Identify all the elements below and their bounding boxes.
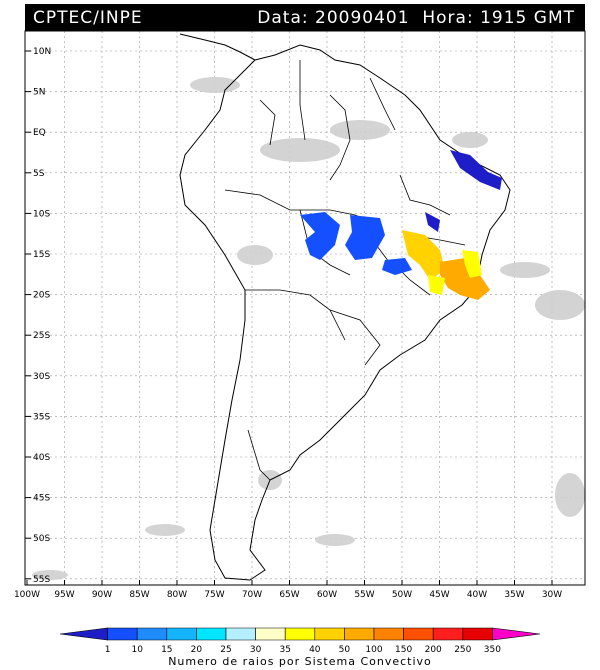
- color-legend: 1 10 15 20 25 30 35 40 50 100 150 200 250 350: [59, 627, 541, 655]
- lightning-system-espirito-santo: [462, 250, 482, 278]
- legend-swatch: [107, 627, 138, 641]
- legend-swatch: [432, 627, 464, 641]
- lat-label: 30S: [33, 372, 50, 382]
- legend-swatch: [255, 627, 286, 641]
- legend-swatch: [344, 627, 375, 641]
- lightning-system-ceara: [450, 150, 502, 190]
- legend-value: 15: [161, 645, 172, 655]
- legend-swatch: [462, 627, 493, 641]
- lightning-system-minas-yellow: [428, 275, 445, 295]
- legend-value: 350: [484, 645, 501, 655]
- lon-label: 55W: [354, 590, 374, 600]
- lat-label: 5N: [33, 88, 45, 98]
- longitude-labels: 100W 95W 90W 85W 80W 75W 70W 65W 60W 55W 50W 45W 40W…: [14, 590, 562, 600]
- lon-label: 95W: [54, 590, 74, 600]
- lightning-system-rondonia: [300, 212, 340, 260]
- lat-label: 55S: [33, 575, 50, 585]
- lightning-system-mato-grosso: [345, 215, 385, 260]
- legend-swatch: [136, 627, 168, 641]
- legend-value: 150: [395, 645, 412, 655]
- legend-caption: Numero de raios por Sistema Convectivo: [168, 655, 432, 668]
- data-label: Data:: [257, 8, 309, 28]
- latitude-labels: 10N 5N EQ 5S 10S 15S 20S 25S 30S 35S 40S 45S 50S 55S: [33, 47, 51, 585]
- lat-label: 40S: [33, 453, 50, 463]
- lat-label: EQ: [33, 128, 46, 138]
- south-america-coastline: [179, 44, 511, 581]
- legend-value: 20: [191, 645, 203, 655]
- lon-label: 35W: [504, 590, 524, 600]
- legend-swatch: [196, 627, 227, 641]
- lon-label: 85W: [129, 590, 149, 600]
- date-value: 20090401: [315, 8, 410, 28]
- legend-swatch: [225, 627, 256, 641]
- lat-lon-grid: [25, 31, 585, 585]
- legend-swatch: [373, 627, 404, 641]
- legend-value: 200: [425, 645, 442, 655]
- lon-label: 60W: [317, 590, 337, 600]
- legend-value: 1: [105, 645, 111, 655]
- lon-label: 80W: [167, 590, 187, 600]
- legend-value: 40: [309, 645, 321, 655]
- map-header: CPTEC/INPE Data: 20090401 Hora: 1915 GMT: [25, 4, 585, 31]
- lon-label: 50W: [392, 590, 412, 600]
- continent-outline: [179, 33, 511, 581]
- central-america-outline: [179, 33, 256, 61]
- lon-label: 75W: [204, 590, 224, 600]
- legend-swatch: [314, 627, 345, 641]
- lat-label: 15S: [33, 250, 50, 260]
- tz-label: GMT: [533, 8, 575, 28]
- lightning-system-minas-dark-orange: [440, 258, 490, 300]
- lightning-system-minas-orange: [402, 230, 445, 280]
- lat-label: 45S: [33, 494, 50, 504]
- legend-value: 35: [279, 645, 290, 655]
- lat-label: 20S: [33, 291, 50, 301]
- lon-label: 45W: [429, 590, 449, 600]
- legend-value: 100: [365, 645, 382, 655]
- legend-value: 25: [220, 645, 231, 655]
- lat-label: 5S: [33, 169, 45, 179]
- lon-label: 65W: [279, 590, 299, 600]
- hora-label: Hora:: [422, 8, 474, 28]
- agency-label: CPTEC/INPE: [33, 8, 143, 28]
- lat-label: 50S: [33, 534, 50, 544]
- legend-swatch: [59, 627, 108, 641]
- map-frame: [24, 30, 586, 586]
- legend-value: 50: [339, 645, 351, 655]
- lightning-systems: [300, 150, 502, 300]
- legend-value: 30: [250, 645, 262, 655]
- date-time-stamp: Data: 20090401 Hora: 1915 GMT: [257, 8, 575, 28]
- lightning-system-bahia: [425, 212, 440, 232]
- time-value: 1915: [480, 8, 528, 28]
- legend-swatch: [284, 627, 316, 641]
- cloud-cover: [32, 77, 585, 580]
- lon-label: 40W: [467, 590, 487, 600]
- lon-label: 30W: [542, 590, 562, 600]
- legend-value: 250: [454, 645, 471, 655]
- lon-label: 100W: [14, 590, 40, 600]
- lat-label: 10S: [33, 209, 50, 219]
- lon-label: 90W: [92, 590, 112, 600]
- lat-label: 35S: [33, 412, 50, 422]
- lightning-system-goias: [382, 258, 412, 275]
- legend-swatch: [166, 627, 197, 641]
- legend-swatch: [403, 627, 434, 641]
- lon-label: 70W: [242, 590, 262, 600]
- legend-value: 10: [131, 645, 143, 655]
- lat-label: 25S: [33, 331, 50, 341]
- lat-label: 10N: [33, 47, 51, 57]
- legend-swatch: [492, 627, 541, 641]
